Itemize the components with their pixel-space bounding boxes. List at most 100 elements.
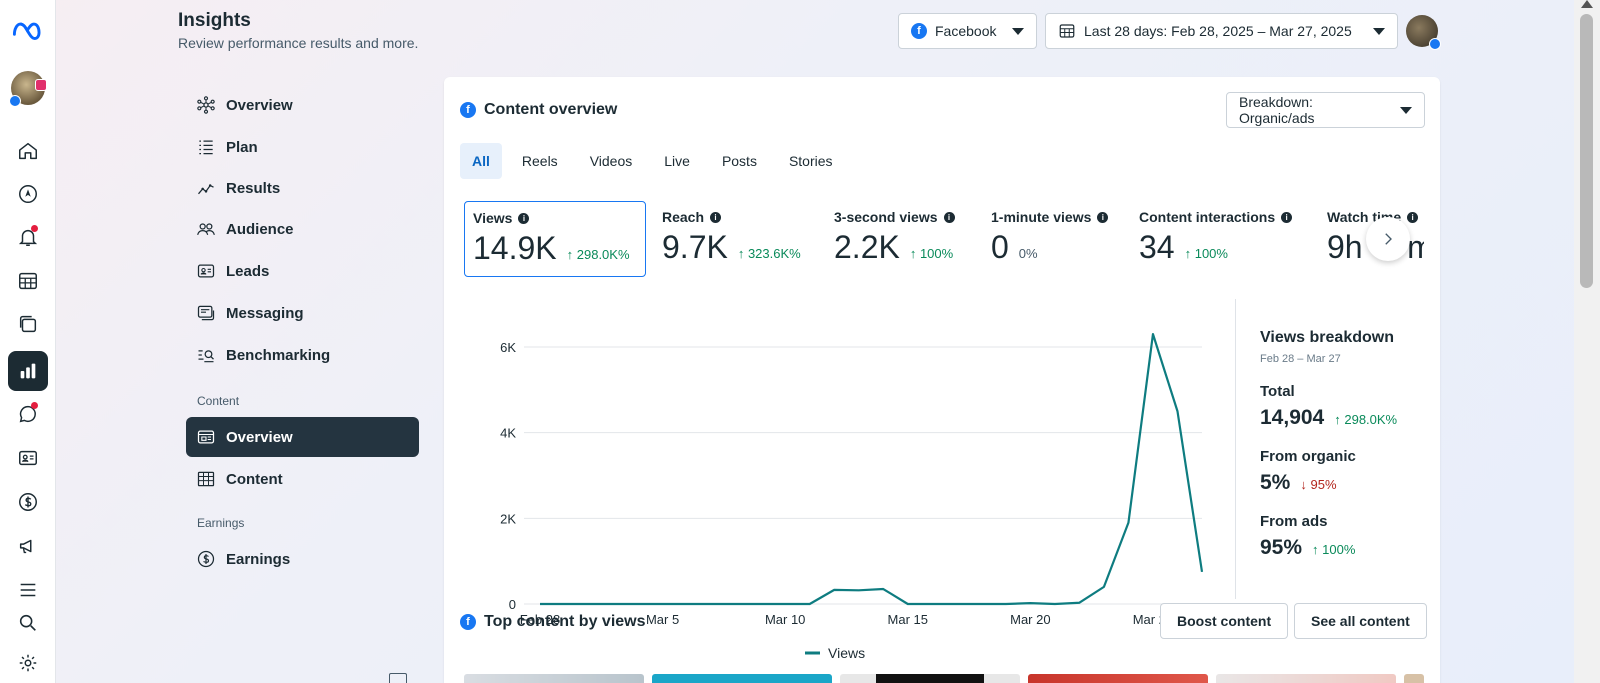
- insights-icon[interactable]: [8, 351, 48, 391]
- content-thumbnail[interactable]: [652, 674, 832, 683]
- views-series-line: [540, 333, 1204, 606]
- boost-content-button[interactable]: Boost content: [1160, 603, 1289, 639]
- content-thumbnail[interactable]: [1028, 674, 1208, 683]
- menu-icon[interactable]: [8, 570, 48, 610]
- see-all-content-button[interactable]: See all content: [1294, 603, 1427, 639]
- metric-1-minute-views[interactable]: 1-minute views i 0 0%: [983, 201, 1131, 277]
- collapse-sidebar-icon[interactable]: [389, 673, 407, 683]
- top-content-title: f Top content by views: [460, 613, 646, 631]
- nav-content[interactable]: Content: [186, 459, 419, 499]
- info-icon[interactable]: i: [1281, 211, 1293, 223]
- nav-content-overview[interactable]: Overview: [186, 417, 419, 457]
- content-thumbnail[interactable]: [1216, 674, 1396, 683]
- layers-icon[interactable]: [8, 304, 48, 344]
- trend-icon: [198, 184, 214, 195]
- metric-delta: 0%: [1018, 246, 1038, 261]
- content-thumbnail[interactable]: [464, 674, 644, 683]
- tab-stories[interactable]: Stories: [788, 153, 833, 169]
- info-icon[interactable]: i: [1097, 211, 1109, 223]
- nav-earnings[interactable]: Earnings: [186, 539, 419, 579]
- metric-label: Views: [473, 210, 513, 226]
- nav-leads[interactable]: Leads: [186, 251, 419, 291]
- breakdown-ads-value: 95%: [1260, 536, 1303, 559]
- nav-results[interactable]: Results: [186, 168, 419, 208]
- content-overview-card: f Content overview Breakdown: Organic/ad…: [444, 77, 1440, 683]
- nav-benchmarking[interactable]: Benchmarking: [186, 335, 419, 375]
- page-title: Insights: [178, 10, 251, 31]
- metric-3-second-views[interactable]: 3-second views i 2.2K ↑ 100%: [826, 201, 980, 277]
- notifications-icon[interactable]: [8, 217, 48, 257]
- views-breakdown-panel: Views breakdown Feb 28 – Mar 27 Total 14…: [1260, 329, 1430, 560]
- breakdown-total-label: Total: [1260, 383, 1295, 400]
- tab-posts[interactable]: Posts: [721, 153, 757, 169]
- content-overview-title: f Content overview: [460, 101, 617, 119]
- scrollbar-thumb[interactable]: [1580, 14, 1593, 288]
- platform-dropdown[interactable]: f Facebook: [898, 13, 1037, 49]
- y-tick-label: 2K: [500, 511, 516, 526]
- calendar-icon: [1059, 24, 1075, 38]
- content-type-tabs: All Reels Videos Live Posts Stories: [460, 143, 853, 179]
- metric-label: 3-second views: [834, 209, 938, 225]
- breakdown-title: Views breakdown: [1260, 329, 1394, 346]
- nav-section-earnings: Earnings: [197, 516, 245, 530]
- info-icon[interactable]: i: [518, 212, 530, 224]
- nav-plan[interactable]: Plan: [186, 127, 419, 167]
- meta-logo-icon[interactable]: [8, 10, 48, 50]
- tab-reels[interactable]: Reels: [521, 153, 558, 169]
- compass-icon[interactable]: [8, 174, 48, 214]
- settings-icon[interactable]: [8, 643, 48, 683]
- dollar-icon[interactable]: [8, 482, 48, 522]
- chat-icon[interactable]: [8, 394, 48, 434]
- content-thumbnail[interactable]: [840, 674, 1020, 683]
- facebook-icon: f: [460, 614, 476, 630]
- nav-section-content: Content: [197, 394, 240, 408]
- metric-delta: ↑ 100%: [1184, 246, 1228, 261]
- content-thumbnail[interactable]: [1404, 674, 1424, 683]
- nav-messaging[interactable]: Messaging: [186, 293, 419, 333]
- date-range-label: Last 28 days: Feb 28, 2025 – Mar 27, 202…: [1084, 23, 1352, 39]
- legend-label: Views: [828, 645, 865, 661]
- profile-avatar[interactable]: [1406, 15, 1441, 50]
- metric-value: 9.7K: [662, 229, 728, 265]
- metric-value: 0: [991, 229, 1009, 265]
- people-icon: [197, 223, 215, 236]
- account-avatar[interactable]: [8, 68, 48, 108]
- network-icon: [197, 96, 215, 114]
- metric-label: Content interactions: [1139, 209, 1276, 225]
- platform-label: Facebook: [935, 23, 997, 39]
- info-icon[interactable]: i: [710, 211, 722, 223]
- tab-all[interactable]: All: [460, 143, 502, 179]
- id-card-icon: [197, 264, 215, 278]
- y-tick-label: 0: [509, 597, 516, 612]
- tab-live[interactable]: Live: [664, 153, 690, 169]
- breakdown-organic-value: 5%: [1260, 471, 1291, 494]
- info-icon[interactable]: i: [943, 211, 955, 223]
- breakdown-dropdown[interactable]: Breakdown: Organic/ads: [1226, 92, 1425, 128]
- megaphone-icon[interactable]: [8, 526, 48, 566]
- chevron-right-icon: [1385, 233, 1392, 245]
- x-tick-label: Feb 28: [520, 612, 560, 627]
- x-tick-label: Mar 5: [646, 612, 679, 627]
- chevron-down-icon: [1400, 106, 1412, 114]
- metrics-next-button[interactable]: [1366, 217, 1410, 261]
- messages-icon: [197, 305, 215, 321]
- section-title-text: Top content by views: [484, 613, 646, 630]
- chart-divider: [1235, 299, 1236, 599]
- tab-videos[interactable]: Videos: [589, 153, 633, 169]
- nav-overview[interactable]: Overview: [186, 85, 419, 125]
- contact-card-icon[interactable]: [8, 438, 48, 478]
- metric-reach[interactable]: Reach i 9.7K ↑ 323.6K%: [654, 201, 824, 277]
- search-icon[interactable]: [8, 603, 48, 643]
- nav-label: Earnings: [226, 550, 291, 568]
- table-icon[interactable]: [8, 261, 48, 301]
- home-icon[interactable]: [8, 131, 48, 171]
- metric-content-interactions[interactable]: Content interactions i 34 ↑ 100%: [1131, 201, 1317, 277]
- metric-delta-value: 323.6K%: [747, 246, 801, 261]
- page-scrollbar[interactable]: [1574, 0, 1600, 683]
- metric-delta: ↑ 100%: [909, 246, 954, 261]
- metric-views[interactable]: Views i 14.9K ↑ 298.0K%: [464, 201, 646, 277]
- scroll-up-icon[interactable]: [1581, 0, 1593, 8]
- info-icon[interactable]: i: [1407, 211, 1419, 223]
- date-range-dropdown[interactable]: Last 28 days: Feb 28, 2025 – Mar 27, 202…: [1045, 13, 1398, 49]
- nav-audience[interactable]: Audience: [186, 209, 419, 249]
